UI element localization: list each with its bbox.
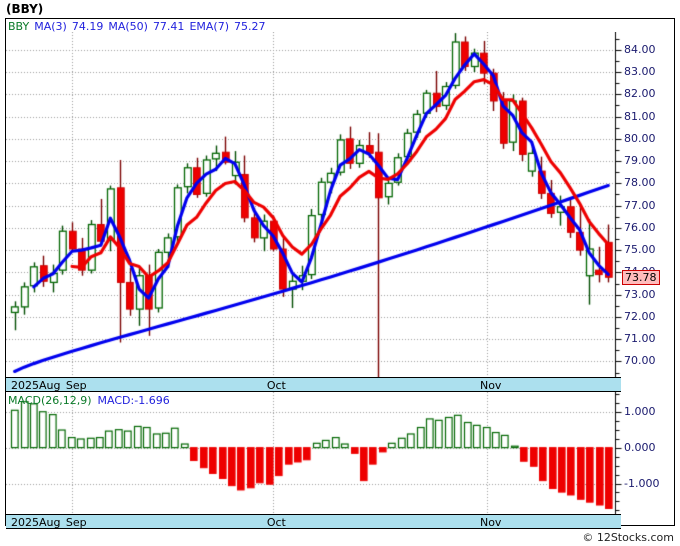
legend-item-label-2: EMA(7) <box>189 20 229 33</box>
macd-axis-label: 1.000 <box>624 404 656 418</box>
price-axis-label: 70.00 <box>624 354 656 368</box>
price-axis-label: 81.00 <box>624 109 656 123</box>
legend-items: MA(3) 74.19 MA(50) 77.41 EMA(7) 75.27 <box>34 20 270 33</box>
macd-axis-label: 0.000 <box>624 440 656 454</box>
date-axis-top: 2025Aug Sep Oct Nov <box>6 377 621 392</box>
macd-indicator-name: MACD(26,12,9) <box>8 394 92 407</box>
macd-axis-label: -1.000 <box>624 476 660 490</box>
price-axis-label: 78.00 <box>624 176 656 190</box>
price-axis-label: 75.00 <box>624 243 656 257</box>
legend-item-value-1: 77.41 <box>152 20 185 33</box>
price-axis-label: 84.00 <box>624 42 656 56</box>
legend-item-value-0: 74.19 <box>71 20 104 33</box>
legend-item-label-0: MA(3) <box>34 20 67 33</box>
macd-indicator-value: MACD:-1.696 <box>97 394 170 407</box>
price-chart-canvas <box>6 32 674 377</box>
price-legend: BBY MA(3) 74.19 MA(50) 77.41 EMA(7) 75.27 <box>8 20 276 33</box>
date-axis-tick-1: Sep <box>65 516 87 529</box>
price-axis-label: 83.00 <box>624 65 656 79</box>
legend-symbol: BBY <box>8 20 30 33</box>
macd-legend: MACD(26,12,9) MACD:-1.696 <box>8 394 170 407</box>
date-axis-tick-2: Oct <box>266 516 286 529</box>
current-price-tag: 73.78 <box>622 270 660 286</box>
macd-pane <box>6 392 674 514</box>
price-axis-label: 76.00 <box>624 220 656 234</box>
price-axis-label: 73.00 <box>624 287 656 301</box>
price-axis-label: 82.00 <box>624 87 656 101</box>
date-axis-tick-0: 2025Aug <box>11 516 61 529</box>
date-axis-bottom: 2025Aug Sep Oct Nov <box>6 514 621 529</box>
date-axis-tick-2: Oct <box>266 379 286 392</box>
price-axis-label: 71.00 <box>624 332 656 346</box>
date-axis-tick-3: Nov <box>479 379 502 392</box>
watermark: © 12Stocks.com <box>582 531 674 544</box>
price-axis-label: 77.00 <box>624 198 656 212</box>
date-axis-tick-3: Nov <box>479 516 502 529</box>
price-pane <box>6 32 674 377</box>
price-axis-label: 80.00 <box>624 131 656 145</box>
page-title: (BBY) <box>6 2 44 16</box>
legend-item-label-1: MA(50) <box>108 20 148 33</box>
price-axis-label: 79.00 <box>624 154 656 168</box>
date-axis-tick-0: 2025Aug <box>11 379 61 392</box>
macd-chart-canvas <box>6 392 674 514</box>
price-axis-label: 72.00 <box>624 309 656 323</box>
date-axis-tick-1: Sep <box>65 379 87 392</box>
legend-item-value-2: 75.27 <box>234 20 266 33</box>
